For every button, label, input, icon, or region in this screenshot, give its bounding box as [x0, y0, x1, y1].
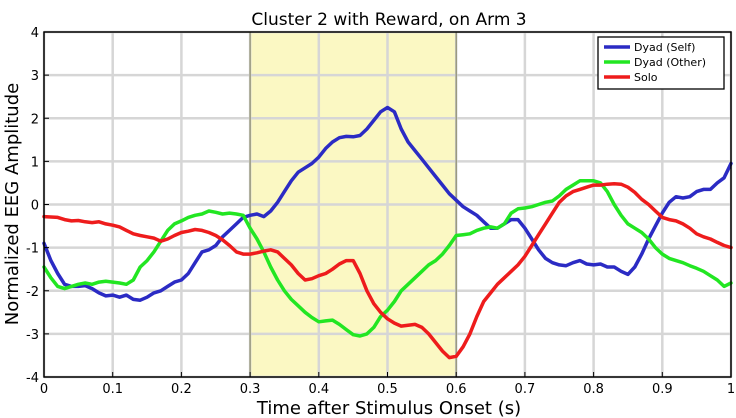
y-tick-label: 4	[31, 26, 39, 41]
series-layer	[42, 105, 733, 360]
y-tick-label: -3	[26, 328, 39, 343]
x-tick-label: 0	[40, 382, 48, 397]
y-tick-label: -2	[26, 285, 39, 300]
x-tick-label: 0.3	[240, 382, 261, 397]
x-tick-label: 0.7	[515, 382, 536, 397]
x-tick-label: 0.2	[171, 382, 192, 397]
x-tick-label: 0.4	[308, 382, 329, 397]
legend-label: Solo	[634, 71, 658, 84]
x-tick-label: 0.6	[446, 382, 467, 397]
legend-label: Dyad (Self)	[634, 41, 695, 54]
x-axis-ticks: 0 0.1 0.2 0.3 0.4 0.5 0.6 0.7 0.8 0.9 1	[40, 372, 735, 397]
series-line-dyad-self	[42, 105, 733, 302]
y-tick-label: -4	[26, 371, 39, 386]
chart-title: Cluster 2 with Reward, on Arm 3	[251, 10, 526, 30]
series-line-dyad-other	[42, 179, 733, 338]
y-axis-label: Normalized EEG Amplitude	[2, 83, 23, 325]
x-tick-label: 1	[727, 382, 735, 397]
series-line-solo	[42, 182, 733, 360]
legend-label: Dyad (Other)	[634, 56, 706, 69]
x-tick-label: 0.8	[583, 382, 604, 397]
y-tick-label: 3	[31, 69, 39, 84]
x-tick-label: 0.5	[377, 382, 398, 397]
y-tick-label: 1	[31, 155, 39, 170]
x-axis-label: Time after Stimulus Onset (s)	[256, 398, 521, 418]
y-tick-label: 2	[31, 112, 39, 127]
x-tick-label: 0.9	[652, 382, 673, 397]
y-tick-label: -1	[26, 242, 39, 257]
x-tick-label: 0.1	[102, 382, 123, 397]
y-axis-ticks: -4 -3 -2 -1 0 1 2 3 4	[26, 26, 49, 386]
legend: Dyad (Self) Dyad (Other) Solo	[597, 36, 725, 90]
y-tick-label: 0	[31, 199, 39, 214]
